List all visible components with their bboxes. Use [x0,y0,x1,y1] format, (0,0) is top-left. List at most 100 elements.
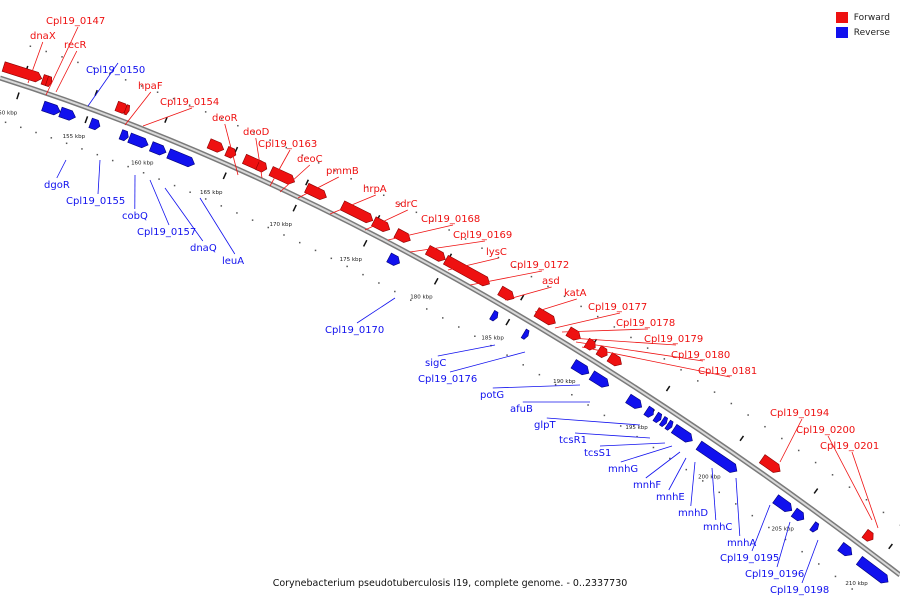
guide-dot [882,511,885,514]
gene-label: katA [564,288,587,299]
guide-dot [298,241,301,244]
guide-dot [481,247,483,249]
tick-label: 180 kbp [410,295,433,301]
tick-label: 195 kbp [625,425,648,431]
guide-dot [652,446,655,449]
guide-dot [127,165,129,168]
gene-label: lysC [486,247,507,258]
guide-dot [220,117,223,120]
guide-dot [399,202,401,205]
gene-label: Cpl19_0200 [796,425,855,436]
guide-dot [410,299,412,301]
guide-dot [522,364,524,366]
reverse-gene [695,440,738,473]
leader-line [449,351,526,373]
guide-dot [330,257,333,260]
guide-dot [362,273,364,276]
forward-gene [268,166,296,185]
guide-dot [848,486,851,488]
tick-mark [292,204,297,212]
leader-line [437,344,496,357]
genome-caption: Corynebacterium pseudotuberculosis I19, … [272,578,628,589]
tick-label: 160 kbp [131,161,154,167]
gene-label: afuB [510,404,533,415]
guide-dot [701,480,704,482]
guide-dot [834,575,837,578]
forward-gene [304,182,327,201]
reverse-gene [658,416,668,427]
gene-label: Cpl19_0170 [325,325,384,336]
leader-line [149,179,170,226]
guide-dot [96,153,99,156]
leader-line [469,270,543,286]
gene-label: Cpl19_0194 [770,408,829,419]
guide-dot [458,326,460,328]
reverse-gene [855,555,889,584]
leader-line [124,91,152,126]
guide-dot [346,265,348,268]
guide-dot [317,162,320,164]
guide-dot [253,132,255,134]
legend-forward: Forward [835,10,890,25]
gene-label: Cpl19_0195 [720,553,779,564]
guide-dot [45,50,47,53]
guide-dot [158,178,160,180]
reverse-gene [790,507,805,522]
reverse-gene [670,423,693,443]
gene-label: asd [542,276,560,287]
gene-label: Cpl19_0180 [671,350,730,361]
leader-line [645,451,681,479]
guide-dot [267,226,270,229]
guide-dot [156,91,159,93]
axis-line-shadow [0,75,900,577]
guide-dot [237,124,239,127]
guide-dot [35,131,37,134]
guide-dot [474,335,476,337]
tick-mark [362,239,368,247]
forward-gene [255,159,268,173]
guide-dot [382,194,385,197]
guide-dot [797,449,800,452]
guide-dot [50,137,53,139]
leader-line [779,418,803,463]
forward-gene [497,285,515,301]
forward-gene [371,216,391,232]
guide-dot [680,369,682,371]
leader-line [827,435,873,521]
guide-dot [538,373,541,376]
gene-label: recR [64,40,87,51]
leader-line [97,159,101,195]
genome-axis [0,75,900,577]
leader-line [164,187,204,242]
guide-dot [514,266,516,268]
leader-line [546,417,641,426]
reverse-gene [88,117,101,131]
gene-label: Cpl19_0150 [86,65,145,76]
reverse-gene [118,129,129,142]
guide-dot [685,468,688,471]
leader-line [751,504,771,552]
guide-dot [20,126,22,129]
guide-dot [547,285,549,288]
forward-gene [44,75,53,87]
tick-label: 150 kbp [0,111,18,117]
leader-line [447,257,499,271]
tick-label: 170 kbp [270,222,293,228]
gene-label: Cpl19_0179 [644,334,703,345]
forward-gene [606,352,622,367]
guide-dot [65,142,68,145]
guide-dot [814,461,817,464]
gene-label: sigC [425,358,446,369]
gene-label: tcsR1 [559,435,587,446]
reverse-gene [625,393,643,409]
guide-dot [432,220,434,222]
legend: Forward Reverse [835,10,890,40]
reverse-gene [166,148,195,168]
leader-line [199,197,236,255]
legend-forward-label: Forward [853,12,890,23]
leader-line [851,451,879,529]
guide-dot [784,538,787,541]
tick-mark [520,294,525,301]
leader-line [55,50,78,93]
tick-mark [222,172,227,180]
